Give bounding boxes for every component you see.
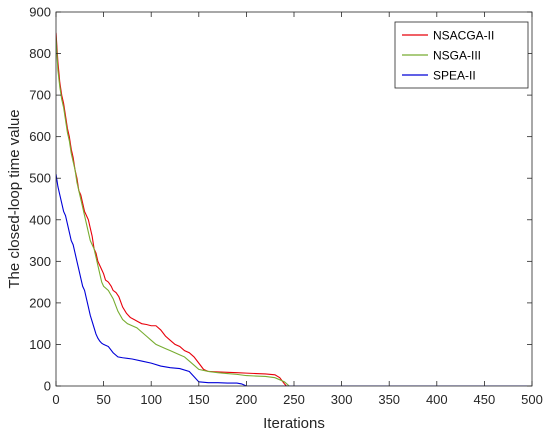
x-tick-label: 300 [331, 392, 353, 407]
legend-label-nsga-iii: NSGA-III [433, 49, 481, 63]
legend: NSACGA-II NSGA-III SPEA-II [394, 21, 529, 89]
x-tick-label: 500 [521, 392, 543, 407]
x-tick-label: 100 [140, 392, 162, 407]
x-tick-label: 350 [378, 392, 400, 407]
x-tick-label: 400 [426, 392, 448, 407]
x-tick-label: 200 [236, 392, 258, 407]
axes: 0 50 100 150 200 250 300 350 400 450 500 0 100 200 300… [6, 5, 543, 433]
x-tick-label: 150 [188, 392, 210, 407]
y-tick-label: 700 [29, 88, 51, 103]
y-tick-label: 900 [29, 5, 51, 20]
y-axis-title: The closed-loop time value [6, 109, 23, 288]
legend-label-nsacga-ii: NSACGA-II [433, 29, 494, 43]
x-tick-label: 0 [52, 392, 59, 407]
series-line-nsga-iii [56, 36, 532, 386]
legend-label-spea-ii: SPEA-II [433, 69, 476, 83]
y-tick-label: 300 [29, 254, 51, 269]
y-tick-label: 200 [29, 295, 51, 310]
x-tick-label: 250 [283, 392, 305, 407]
x-tick-label: 50 [96, 392, 110, 407]
y-tick-label: 500 [29, 171, 51, 186]
x-axis-title: Iterations [263, 415, 325, 432]
series-line-spea-ii [56, 173, 532, 386]
y-tick-label: 100 [29, 337, 51, 352]
y-tick-label: 800 [29, 46, 51, 61]
y-tick-label: 600 [29, 129, 51, 144]
series-lines [56, 32, 532, 386]
x-tick-label: 450 [474, 392, 496, 407]
y-tick-label: 0 [44, 379, 51, 394]
y-tick-label: 400 [29, 212, 51, 227]
